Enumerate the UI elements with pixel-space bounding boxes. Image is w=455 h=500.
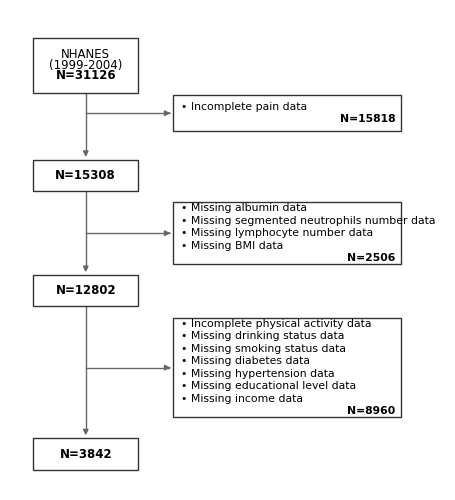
Text: N=8960: N=8960 — [347, 406, 395, 416]
Text: N=31126: N=31126 — [56, 70, 116, 82]
Text: N=15818: N=15818 — [339, 114, 395, 124]
Text: N=3842: N=3842 — [59, 448, 112, 460]
Text: NHANES: NHANES — [61, 48, 110, 61]
Text: • Missing segmented neutrophils number data: • Missing segmented neutrophils number d… — [181, 216, 435, 226]
Text: • Missing educational level data: • Missing educational level data — [181, 382, 355, 392]
FancyBboxPatch shape — [33, 38, 138, 93]
Text: N=2506: N=2506 — [347, 253, 395, 263]
Text: • Missing BMI data: • Missing BMI data — [181, 240, 283, 250]
Text: • Missing hypertension data: • Missing hypertension data — [181, 369, 334, 379]
Text: • Missing albumin data: • Missing albumin data — [181, 203, 307, 213]
Text: • Missing drinking status data: • Missing drinking status data — [181, 332, 344, 342]
Text: • Incomplete physical activity data: • Incomplete physical activity data — [181, 319, 371, 329]
FancyBboxPatch shape — [33, 160, 138, 191]
Text: • Missing diabetes data: • Missing diabetes data — [181, 356, 309, 366]
Text: (1999-2004): (1999-2004) — [49, 58, 122, 71]
FancyBboxPatch shape — [173, 318, 400, 417]
Text: N=15308: N=15308 — [55, 169, 116, 182]
Text: • Incomplete pain data: • Incomplete pain data — [181, 102, 307, 112]
FancyBboxPatch shape — [33, 275, 138, 306]
Text: • Missing smoking status data: • Missing smoking status data — [181, 344, 345, 354]
FancyBboxPatch shape — [173, 95, 400, 131]
Text: N=12802: N=12802 — [56, 284, 116, 298]
FancyBboxPatch shape — [173, 202, 400, 264]
Text: • Missing lymphocyte number data: • Missing lymphocyte number data — [181, 228, 373, 238]
FancyBboxPatch shape — [33, 438, 138, 470]
Text: • Missing income data: • Missing income data — [181, 394, 303, 404]
